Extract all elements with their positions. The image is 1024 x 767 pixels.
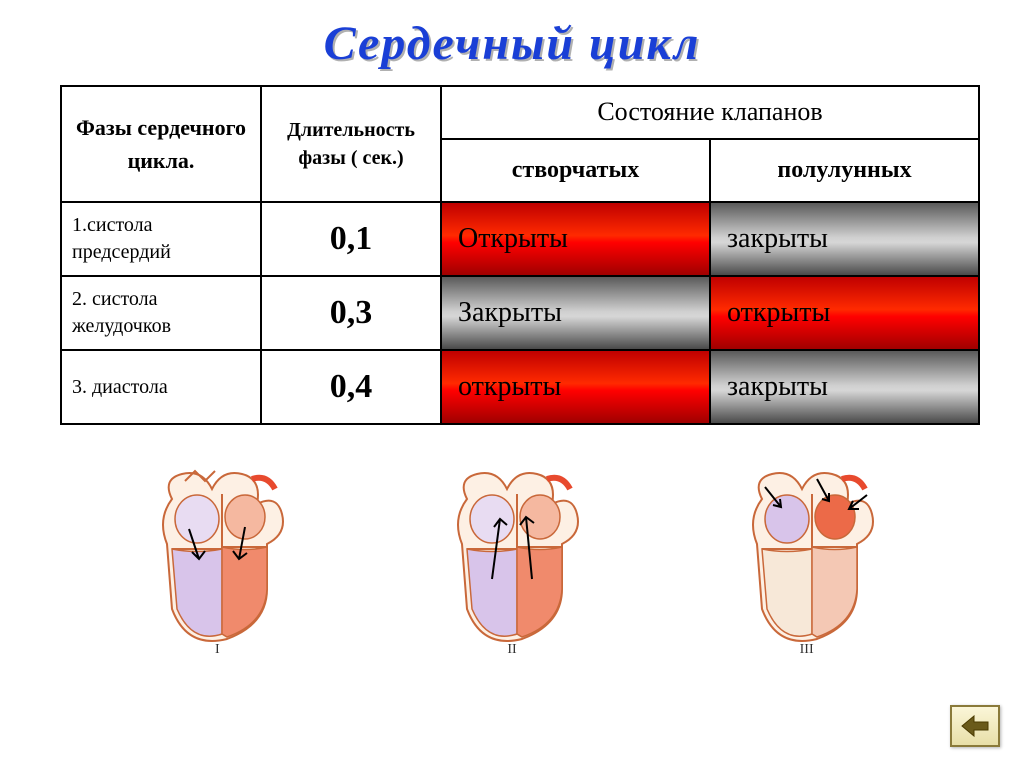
heart-diagram-2: II — [422, 459, 602, 654]
table-row: 2. систола желудочков 0,3 Закрыты открыт… — [61, 276, 979, 350]
heart-diagram-1: I — [127, 459, 307, 654]
header-duration: Длительность фазы ( сек.) — [261, 86, 441, 202]
semi-state: открыты — [710, 276, 979, 350]
cardiac-cycle-table: Фазы сердечного цикла. Длительность фазы… — [60, 85, 980, 425]
heart-label: II — [507, 642, 516, 658]
table-row: 3. диастола 0,4 открыты закрыты — [61, 350, 979, 424]
phase-name: 2. систола желудочков — [61, 276, 261, 350]
back-button[interactable] — [950, 705, 1000, 747]
header-semilunar-valves: полулунных — [710, 139, 979, 202]
phase-duration: 0,1 — [261, 202, 441, 276]
table-row: 1.систола предсердий 0,1 Открыты закрыты — [61, 202, 979, 276]
cusp-state: Закрыты — [441, 276, 710, 350]
arrow-left-icon — [960, 714, 990, 738]
phase-duration: 0,3 — [261, 276, 441, 350]
header-phases: Фазы сердечного цикла. — [61, 86, 261, 202]
cusp-state: Открыты — [441, 202, 710, 276]
heart-diagram-3: III — [717, 459, 897, 654]
phase-name: 1.систола предсердий — [61, 202, 261, 276]
heart-diagrams-row: I II III — [70, 459, 954, 654]
phase-duration: 0,4 — [261, 350, 441, 424]
heart-label: III — [800, 642, 814, 658]
page-title: Сердечный цикл — [0, 0, 1024, 71]
heart-label: I — [215, 642, 220, 658]
semi-state: закрыты — [710, 350, 979, 424]
phase-name: 3. диастола — [61, 350, 261, 424]
cusp-state: открыты — [441, 350, 710, 424]
semi-state: закрыты — [710, 202, 979, 276]
header-cusp-valves: створчатых — [441, 139, 710, 202]
header-valves: Состояние клапанов — [441, 86, 979, 139]
